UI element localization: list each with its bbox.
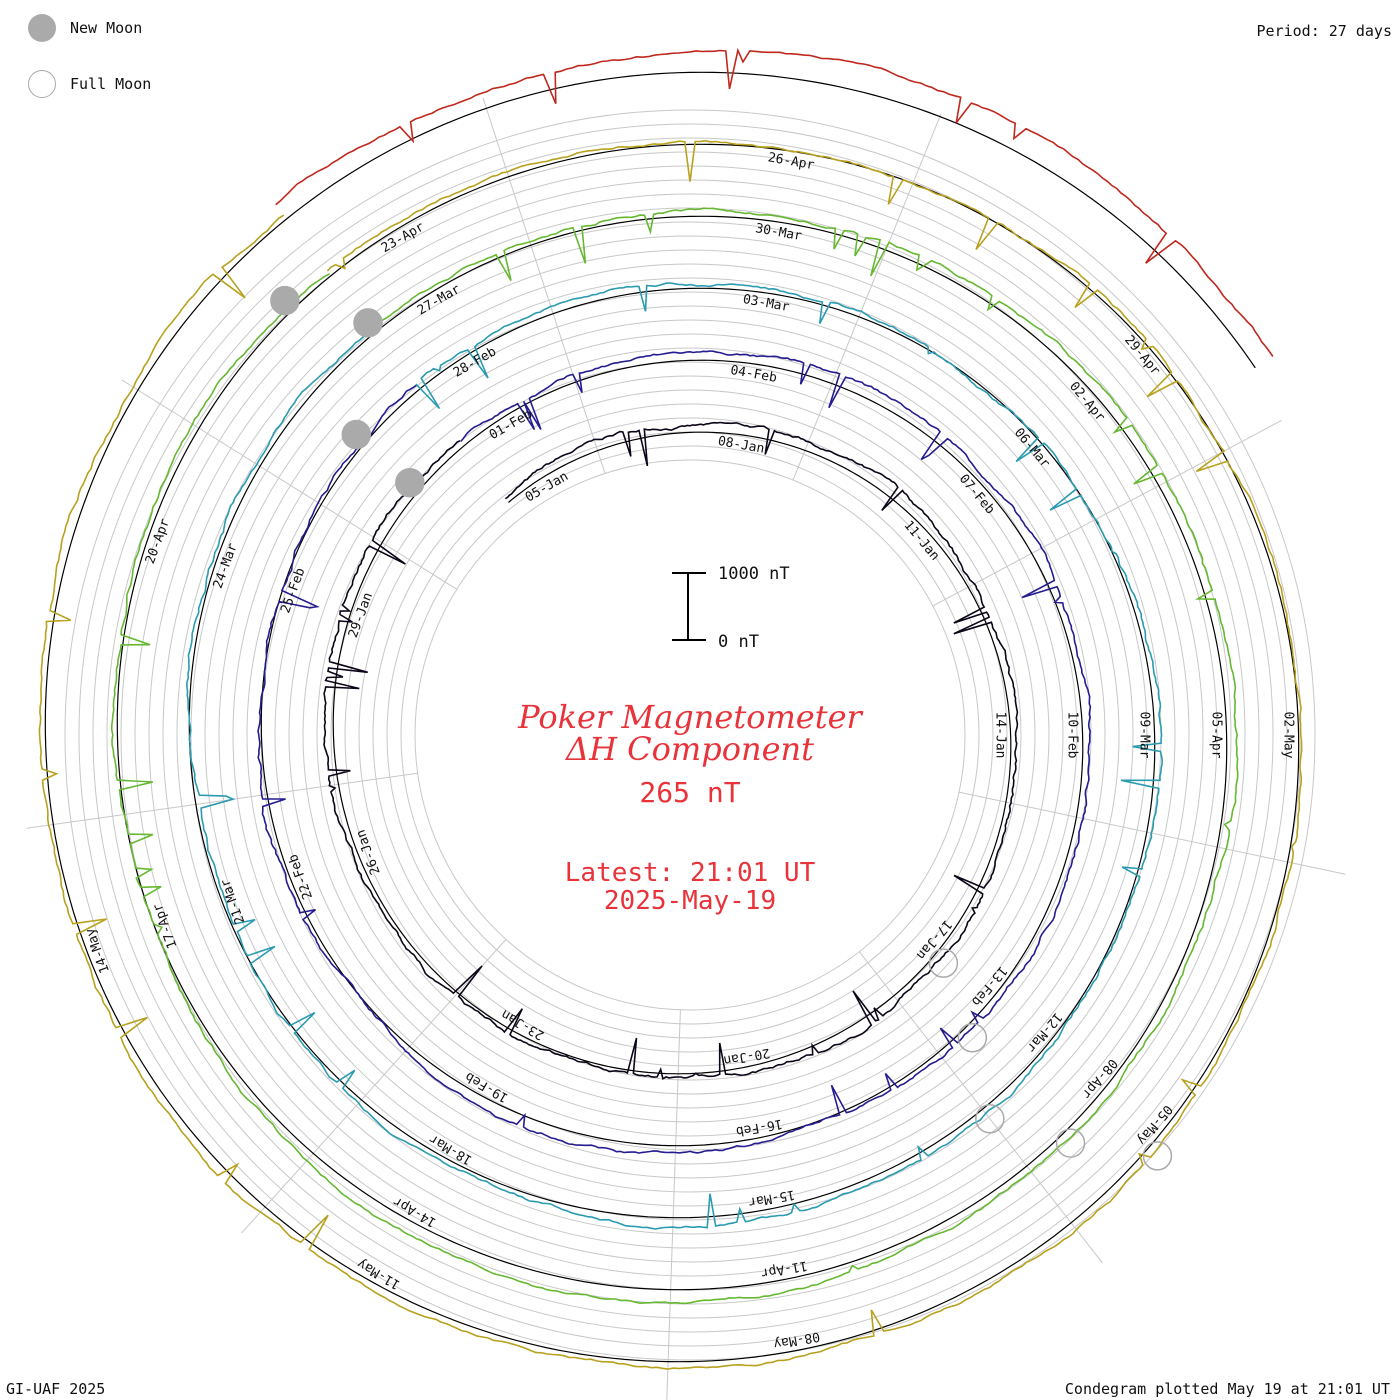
latest-value: 265 nT	[639, 776, 741, 809]
footer-credit: GI-UAF 2025	[6, 1380, 106, 1398]
new-moon-marker	[341, 419, 372, 450]
grid-ring	[302, 347, 1078, 1123]
date-label: 22-Feb	[286, 852, 316, 901]
new-moon-icon	[28, 14, 56, 42]
date-label: 20-Jan	[722, 1045, 771, 1068]
new-moon-marker	[395, 467, 425, 498]
date-label: 10-Feb	[1065, 712, 1080, 759]
grid-ring	[64, 109, 1316, 1361]
grid-ring	[162, 207, 1218, 1263]
legend-full-moon: Full Moon	[28, 70, 151, 98]
series-cycle-27-Mar	[111, 207, 1239, 1305]
new-moon-marker	[353, 308, 383, 338]
grid-ring	[176, 221, 1204, 1249]
series-cycle-27-Feb	[186, 282, 1164, 1230]
date-label: 11-Apr	[759, 1257, 808, 1280]
grid-ring	[106, 151, 1274, 1319]
grid-ring	[232, 277, 1148, 1193]
series-cycle-01-Feb	[257, 350, 1092, 1154]
grid-ring	[190, 235, 1190, 1235]
legend-new-moon: New Moon	[28, 14, 142, 42]
full-moon-marker	[928, 948, 959, 978]
series-cycle-05-Jan	[323, 421, 1019, 1081]
grid-spoke	[121, 379, 458, 590]
latest-date: 2025-May-19	[603, 886, 777, 916]
grid-spoke	[666, 1009, 681, 1400]
date-label: 18-Mar	[427, 1131, 475, 1168]
grid-ring	[288, 333, 1092, 1137]
date-label: 14-May	[83, 926, 113, 975]
grid-ring	[246, 291, 1134, 1179]
full-moon-marker	[957, 1023, 988, 1053]
grid-ring	[330, 375, 1050, 1095]
scale-bottom-label: 0 nT	[718, 632, 759, 652]
series-cycle-23-Apr	[38, 139, 1303, 1370]
chart-subtitle: ΔH Component	[565, 730, 815, 768]
full-moon-marker	[1055, 1128, 1086, 1158]
period-label: Period: 27 days	[1256, 22, 1392, 40]
grid-spoke	[482, 97, 606, 474]
grid-ring	[120, 165, 1260, 1305]
full-moon-icon	[28, 70, 56, 98]
legend-full-moon-label: Full Moon	[70, 75, 152, 93]
grid-ring	[358, 403, 1022, 1067]
grid-ring	[344, 389, 1036, 1081]
scale-bar: 1000 nT 0 nT	[672, 564, 790, 652]
grid-spoke	[792, 113, 942, 481]
footer-plotted: Condegram plotted May 19 at 21:01 UT	[1064, 1380, 1390, 1398]
new-moon-marker	[270, 285, 300, 316]
series-cycle-19-May	[275, 47, 1274, 357]
full-moon-marker	[1142, 1141, 1173, 1171]
grid-ring	[414, 459, 966, 1011]
chart-title: Poker Magnetometer	[518, 698, 862, 736]
date-label: 09-Mar	[1137, 712, 1152, 759]
grid-ring	[274, 319, 1106, 1151]
date-label: 14-Jan	[993, 712, 1008, 759]
grid-rings	[64, 109, 1316, 1361]
grid-spoke	[958, 791, 1346, 875]
grid-ring	[372, 417, 1008, 1053]
date-label: 14-Apr	[391, 1193, 439, 1230]
grid-spoke	[241, 939, 507, 1234]
grid-ring	[92, 137, 1288, 1333]
grid-ring	[204, 249, 1176, 1221]
legend-new-moon-label: New Moon	[70, 19, 143, 37]
latest-time: Latest: 21:01 UT	[564, 858, 816, 888]
baseline-spiral	[44, 71, 1300, 1363]
grid-ring	[148, 193, 1232, 1277]
date-label: 16-Feb	[734, 1116, 783, 1139]
date-label: 15-Mar	[747, 1186, 796, 1209]
date-label: 02-May	[1281, 712, 1296, 759]
date-label: 05-Apr	[1209, 712, 1224, 759]
full-moon-marker	[975, 1104, 1005, 1134]
scale-top-label: 1000 nT	[718, 564, 790, 584]
grid-spoke	[26, 772, 418, 829]
grid-ring	[400, 445, 980, 1025]
grid-ring	[316, 361, 1064, 1109]
